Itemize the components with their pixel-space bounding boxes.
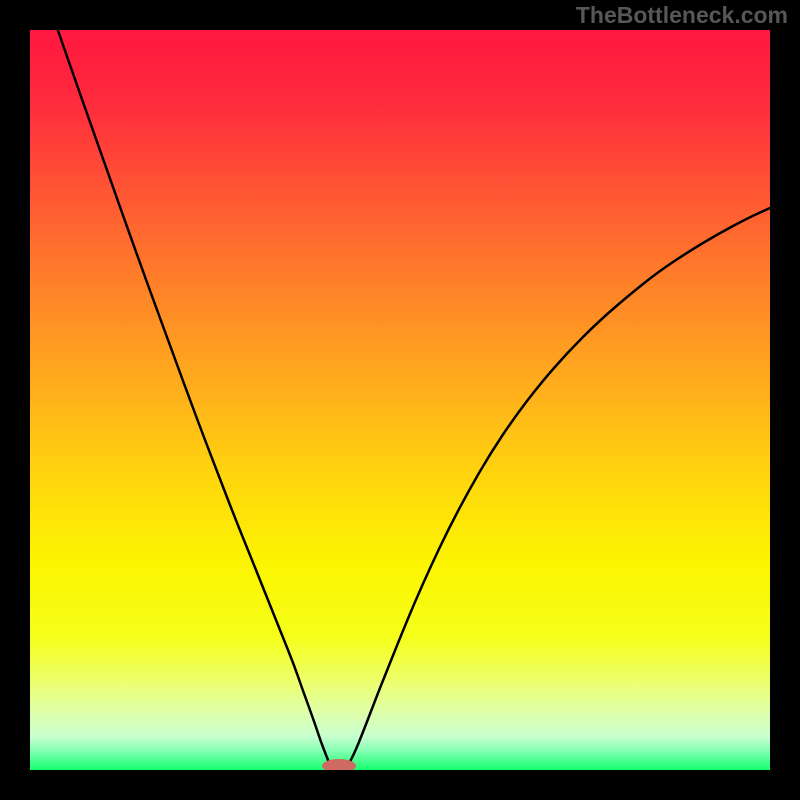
chart-frame (0, 0, 800, 800)
chart-container: { "canvas": { "width": 800, "height": 80… (0, 0, 800, 800)
watermark-text: TheBottleneck.com (576, 2, 788, 28)
watermark: TheBottleneck.com (576, 2, 788, 29)
